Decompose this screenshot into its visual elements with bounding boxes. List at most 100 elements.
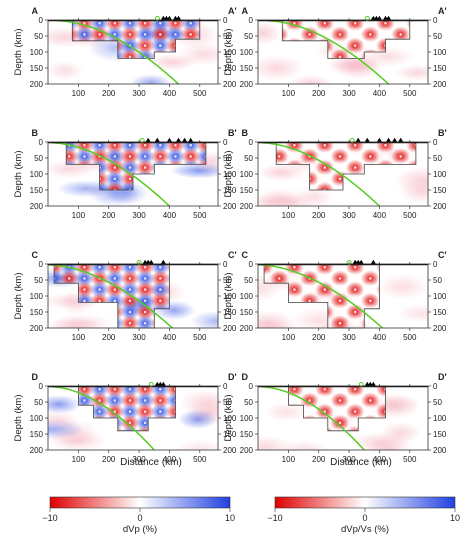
xtick-label: 200 bbox=[312, 211, 326, 220]
node-dot bbox=[113, 277, 117, 280]
ytick-label-right: 50 bbox=[433, 398, 442, 407]
node-dot bbox=[323, 299, 327, 303]
node-dot bbox=[338, 21, 342, 25]
node-dot bbox=[83, 33, 86, 36]
node-dot bbox=[353, 288, 357, 291]
ytick-label-right: 50 bbox=[433, 154, 442, 163]
xtick-label: 100 bbox=[282, 89, 296, 98]
background-anomaly bbox=[174, 439, 218, 450]
profile-label-end: D' bbox=[438, 372, 447, 382]
node-dot bbox=[353, 399, 357, 402]
resolution-outline bbox=[65, 141, 207, 191]
ytick-label-left: 0 bbox=[39, 138, 44, 147]
node-dot bbox=[293, 399, 296, 402]
colorbar-dvp-mid: 0 bbox=[137, 513, 142, 523]
node-dot bbox=[369, 277, 372, 280]
node-dot bbox=[323, 143, 327, 147]
node-dot bbox=[189, 155, 192, 158]
xtick-label: 100 bbox=[282, 333, 296, 342]
xtick-label: 400 bbox=[163, 89, 177, 98]
pattern-cell bbox=[282, 26, 289, 43]
node-dot bbox=[308, 143, 311, 147]
ytick-label-left: 0 bbox=[249, 382, 254, 391]
node-dot bbox=[174, 21, 177, 25]
node-dot bbox=[353, 33, 357, 36]
node-dot bbox=[128, 288, 132, 291]
ytick-label-left: 0 bbox=[39, 16, 44, 25]
ytick-label-right: 50 bbox=[223, 276, 232, 285]
resolution-outline bbox=[78, 385, 176, 432]
node-dot bbox=[293, 387, 296, 391]
ytick-label-left: 50 bbox=[244, 276, 253, 285]
volcano-marker bbox=[376, 15, 383, 20]
ytick-label-left: 0 bbox=[39, 260, 44, 269]
node-dot bbox=[323, 387, 327, 391]
ytick-label-left: 100 bbox=[240, 414, 254, 423]
node-dot bbox=[293, 277, 296, 280]
profile-label-end: B' bbox=[228, 128, 237, 138]
ylabel: Depth (km) bbox=[13, 273, 24, 320]
ytick-label-right: 100 bbox=[223, 170, 237, 179]
xtick-label: 200 bbox=[102, 455, 116, 464]
profile-label-start: D bbox=[32, 372, 39, 382]
node-dot bbox=[143, 288, 147, 291]
node-dot bbox=[353, 265, 357, 269]
ytick-label-right: 100 bbox=[433, 292, 447, 301]
xtick-label: 500 bbox=[193, 211, 207, 220]
checkerboard-pattern bbox=[288, 386, 386, 431]
panel-C-dVp: 0 0 50 50 100 100 150 150 200 200 100 200 300 400 500 D… bbox=[13, 250, 237, 342]
slab-interface bbox=[51, 142, 170, 206]
xtick-label: 200 bbox=[312, 455, 326, 464]
node-dot bbox=[113, 166, 117, 169]
node-dot bbox=[399, 33, 402, 36]
ylabel: Depth (km) bbox=[13, 395, 24, 442]
xtick-label: 400 bbox=[373, 333, 387, 342]
ytick-label-right: 0 bbox=[433, 260, 438, 269]
node-dot bbox=[143, 143, 147, 147]
node-dot bbox=[323, 155, 327, 158]
ytick-label-left: 150 bbox=[240, 430, 254, 439]
station-marker bbox=[148, 382, 154, 387]
volcano-marker bbox=[154, 137, 160, 142]
ylabel: Depth (km) bbox=[13, 29, 24, 76]
node-dot bbox=[323, 21, 327, 25]
profile-label-start: C bbox=[32, 250, 39, 260]
colorbar-dvpvs: −10 0 10 dVp/Vs (%) bbox=[267, 496, 460, 535]
colorbar-dvp-max: 10 bbox=[225, 513, 235, 523]
ytick-label-right: 100 bbox=[433, 414, 447, 423]
node-dot bbox=[143, 21, 147, 25]
node-dot bbox=[338, 166, 342, 169]
node-dot bbox=[174, 155, 177, 158]
ytick-label-right: 200 bbox=[433, 202, 447, 211]
slab-interface bbox=[261, 386, 365, 450]
node-dot bbox=[323, 399, 327, 402]
node-dot bbox=[98, 288, 101, 291]
ytick-label-left: 0 bbox=[249, 16, 254, 25]
ytick-label-left: 50 bbox=[34, 398, 43, 407]
node-dot bbox=[113, 177, 117, 181]
node-dot bbox=[143, 310, 147, 314]
ylabel: Depth (km) bbox=[13, 151, 24, 198]
ytick-label-left: 100 bbox=[240, 292, 254, 301]
xtick-label: 300 bbox=[342, 211, 356, 220]
volcano-marker bbox=[370, 259, 376, 264]
background-anomaly bbox=[289, 74, 333, 84]
colorbar-dvp-min: −10 bbox=[42, 513, 57, 523]
node-dot bbox=[353, 277, 357, 280]
ytick-label-right: 0 bbox=[223, 382, 228, 391]
colorbar-dvpvs-mid: 0 bbox=[362, 513, 367, 523]
volcano-marker bbox=[145, 137, 151, 142]
node-dot bbox=[128, 21, 132, 25]
colorbars: −10 0 10 dVp (%) −10 0 10 dVp/Vs (%) bbox=[42, 496, 460, 535]
node-dot bbox=[174, 33, 177, 36]
station-marker bbox=[346, 260, 352, 265]
node-dot bbox=[338, 143, 342, 147]
node-dot bbox=[369, 265, 372, 269]
node-dot bbox=[384, 399, 386, 402]
node-dot bbox=[353, 421, 357, 425]
node-dot bbox=[338, 288, 342, 291]
xtick-label: 500 bbox=[403, 455, 417, 464]
node-dot bbox=[369, 410, 372, 413]
